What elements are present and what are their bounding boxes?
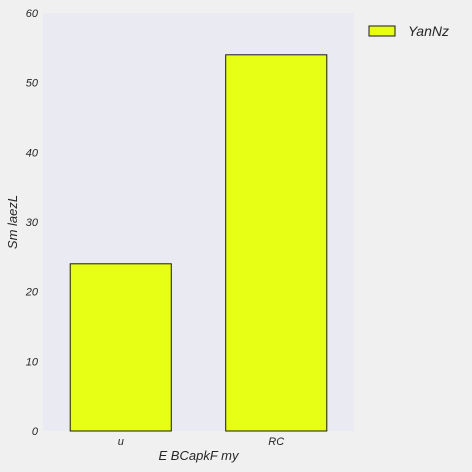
y-tick-label: 0: [32, 426, 39, 438]
legend[interactable]: YanNz: [369, 23, 449, 39]
legend-swatch: [369, 26, 395, 36]
y-tick-label: 10: [26, 356, 39, 368]
y-tick-label: 50: [26, 78, 39, 90]
y-axis-ticks: 0 10 20 30 40 50 60: [25, 8, 39, 438]
y-axis-label: Sm laezL: [5, 195, 20, 249]
y-tick-label: 20: [25, 287, 39, 299]
y-tick-label: 30: [26, 217, 39, 229]
bar-u: [70, 264, 171, 431]
x-axis-ticks: u RC: [118, 436, 285, 448]
y-tick-label: 40: [26, 147, 39, 159]
bar-rc: [226, 55, 327, 431]
y-tick-label: 60: [26, 8, 39, 20]
x-tick-label: RC: [268, 436, 284, 448]
x-axis-label: E BCapkF my: [159, 448, 240, 463]
legend-label: YanNz: [408, 23, 449, 39]
x-tick-label: u: [118, 436, 124, 448]
